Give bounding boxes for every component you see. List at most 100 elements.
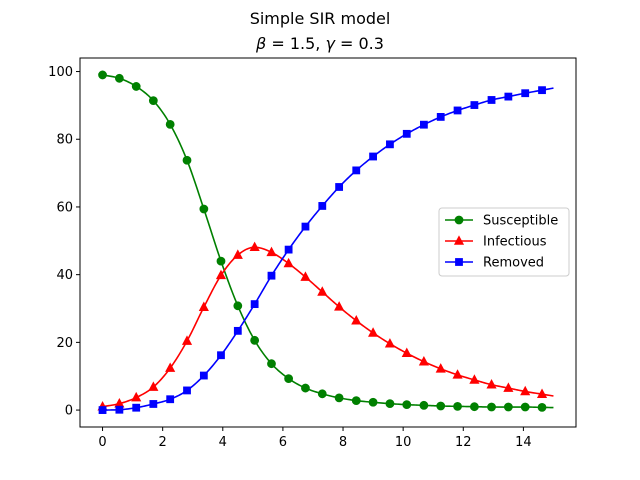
data-point: [183, 386, 191, 395]
data-point: [435, 363, 446, 373]
plot-area: [97, 70, 554, 414]
data-point: [148, 381, 159, 391]
legend-item-infectious: Infectious: [445, 235, 547, 250]
data-point: [352, 166, 361, 175]
legend-item-removed: Removed: [445, 256, 544, 271]
series-susceptible: [98, 70, 554, 412]
data-point: [166, 395, 175, 404]
data-point: [487, 96, 496, 104]
data-point: [317, 286, 328, 296]
data-point: [114, 73, 124, 83]
data-point: [149, 400, 158, 408]
y-tick-label: 100: [48, 65, 73, 80]
data-point: [250, 300, 259, 309]
legend-label: Infectious: [483, 235, 547, 250]
data-point: [98, 406, 107, 414]
data-point: [284, 245, 293, 254]
y-tick-label: 0: [65, 404, 73, 419]
legend-marker: [453, 235, 465, 245]
data-point: [233, 301, 243, 311]
x-tick-label: 2: [159, 435, 167, 450]
data-point: [301, 383, 310, 393]
data-point: [198, 301, 209, 311]
x-tick-label: 8: [339, 435, 347, 450]
x-axis: 0 2 4 6 8 10 12 14: [98, 427, 532, 450]
data-point: [250, 335, 260, 345]
data-point: [470, 101, 479, 109]
data-point: [199, 204, 209, 214]
legend-item-susceptible: Susceptible: [445, 214, 558, 229]
data-point: [503, 382, 514, 392]
x-tick-label: 0: [98, 435, 106, 450]
data-point: [401, 347, 412, 358]
data-point: [199, 371, 208, 380]
series-removed: [98, 86, 554, 414]
data-point: [232, 249, 243, 259]
data-point: [537, 402, 547, 412]
data-point: [419, 400, 429, 410]
data-point: [384, 338, 395, 348]
data-point: [233, 326, 242, 335]
data-point: [418, 356, 429, 366]
x-tick-label: 4: [219, 435, 227, 450]
data-point: [402, 400, 412, 410]
legend-label: Removed: [483, 256, 544, 271]
x-tick-label: 10: [395, 435, 412, 450]
data-point: [487, 402, 496, 412]
y-tick-label: 60: [56, 200, 73, 215]
legend-label: Susceptible: [483, 214, 558, 229]
data-point: [486, 379, 497, 389]
data-point: [504, 92, 513, 101]
data-point: [368, 397, 378, 407]
data-point: [267, 271, 276, 280]
y-tick-label: 80: [56, 133, 73, 148]
data-point: [148, 96, 158, 106]
data-point: [267, 359, 276, 369]
x-tick-label: 14: [515, 435, 532, 450]
data-point: [419, 120, 428, 129]
data-point: [131, 391, 142, 402]
data-point: [165, 362, 176, 372]
data-point: [266, 246, 277, 257]
data-point: [301, 222, 310, 231]
chart-subtitle: β = 1.5, γ = 0.3: [255, 34, 384, 53]
data-point: [351, 396, 361, 405]
data-point: [453, 401, 462, 411]
data-point: [436, 113, 445, 121]
series-line: [102, 87, 554, 411]
data-point: [521, 89, 530, 98]
data-point: [317, 389, 327, 399]
data-point: [503, 402, 513, 412]
data-point: [334, 301, 345, 311]
data-point: [334, 393, 344, 403]
data-point: [538, 86, 546, 95]
legend: Susceptible Infectious Removed: [438, 207, 570, 277]
data-point: [284, 374, 294, 383]
data-point: [181, 335, 193, 345]
data-point: [215, 269, 227, 280]
data-point: [182, 155, 192, 165]
data-point: [131, 82, 141, 91]
data-point: [520, 385, 531, 396]
data-point: [369, 152, 377, 161]
data-point: [452, 369, 463, 379]
chart-title: Simple SIR model: [250, 9, 391, 28]
x-tick-label: 6: [279, 435, 287, 450]
data-point: [283, 257, 294, 268]
data-point: [536, 388, 548, 398]
legend-marker: [455, 258, 463, 266]
y-tick-label: 40: [56, 268, 73, 283]
legend-box: [438, 207, 570, 277]
data-point: [520, 402, 530, 412]
data-point: [300, 271, 311, 281]
data-point: [115, 405, 124, 414]
data-point: [318, 202, 327, 210]
data-point: [402, 129, 411, 138]
data-point: [385, 399, 395, 409]
data-point: [453, 106, 462, 115]
data-point: [217, 351, 225, 360]
series-line: [102, 246, 554, 408]
series-infectious: [97, 241, 554, 411]
data-point: [216, 256, 226, 266]
